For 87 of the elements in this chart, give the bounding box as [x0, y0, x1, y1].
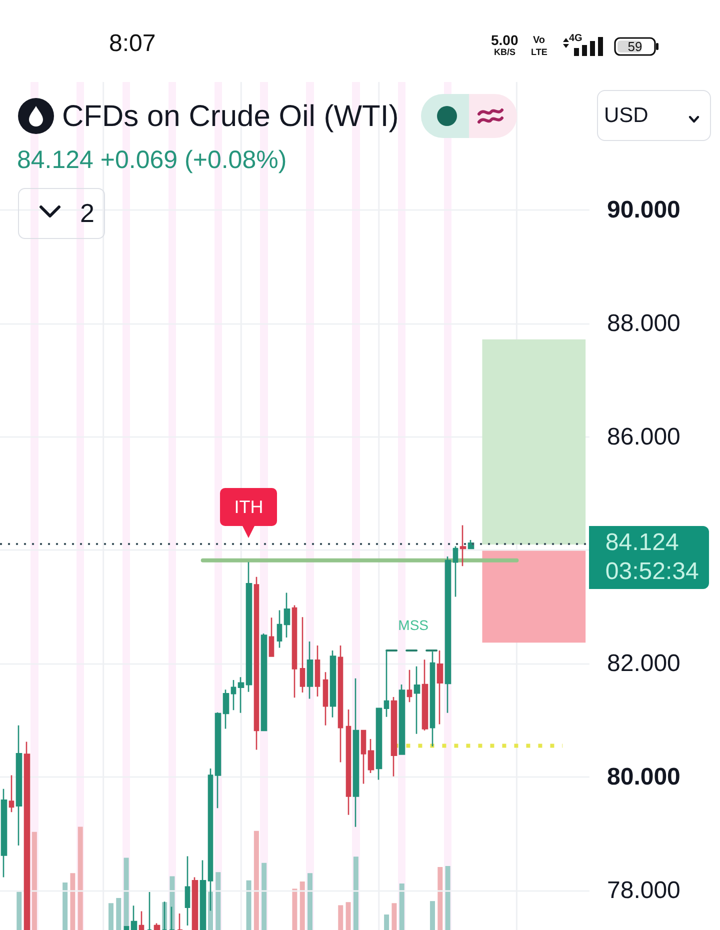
candlestick — [376, 707, 382, 780]
text: 03:52:34 — [605, 558, 699, 586]
candlestick — [184, 856, 190, 926]
candlestick — [24, 741, 30, 930]
candlestick — [414, 666, 420, 735]
candlestick — [254, 576, 260, 750]
candlestick — [268, 617, 274, 658]
bar — [78, 826, 83, 930]
candlestick — [200, 860, 206, 930]
bar — [346, 902, 351, 930]
candlestick — [422, 658, 428, 732]
candlestick — [306, 640, 314, 700]
candlestick — [260, 632, 268, 732]
candlestick — [16, 724, 22, 846]
candlestick — [430, 651, 436, 747]
y-tick-label: 88.000 — [607, 310, 680, 337]
bar — [70, 873, 76, 930]
text: USD — [604, 104, 648, 128]
bar — [399, 884, 404, 930]
text: 59 — [628, 39, 642, 54]
candlestick — [352, 678, 360, 828]
candlestick — [130, 904, 138, 930]
bar — [384, 914, 390, 930]
y-tick-label: 80.000 — [607, 763, 680, 790]
bar — [392, 903, 397, 930]
bar — [32, 832, 37, 930]
candlestick — [276, 610, 282, 648]
candlestick — [322, 671, 328, 726]
candlestick — [238, 676, 244, 714]
candlestick — [398, 684, 406, 756]
bar — [353, 856, 358, 930]
bar — [300, 881, 305, 930]
candlestick — [0, 788, 8, 878]
ref-line-label: 84.124 — [605, 529, 679, 558]
candlestick — [444, 556, 452, 714]
bar — [262, 862, 267, 930]
bar — [445, 866, 450, 930]
candlestick — [8, 774, 14, 813]
bar — [216, 872, 221, 930]
candlestick — [284, 592, 290, 638]
candlestick — [246, 561, 252, 693]
candlestick — [368, 738, 374, 774]
bar — [254, 830, 259, 930]
bar — [16, 892, 22, 930]
text: 84.124 +0.069 (+0.08%) — [17, 145, 287, 175]
candlestick — [406, 669, 412, 703]
candlestick — [230, 679, 236, 711]
candlestick — [124, 926, 130, 930]
bar — [116, 898, 122, 930]
bar — [246, 880, 252, 930]
candlestick — [214, 712, 222, 809]
text: 5.00 — [491, 32, 518, 48]
candlestick — [292, 604, 298, 698]
bar — [292, 888, 298, 930]
text: 4G — [569, 33, 582, 44]
candlestick — [330, 650, 336, 718]
y-tick-label: 78.000 — [607, 876, 680, 904]
bar — [108, 903, 114, 930]
candlestick — [300, 616, 306, 694]
candlestick — [384, 650, 390, 718]
candlestick — [460, 524, 466, 567]
bar — [338, 905, 344, 930]
candlestick — [390, 696, 398, 778]
bar — [430, 901, 435, 930]
y-tick-label: 82.000 — [607, 650, 680, 678]
bar — [308, 873, 313, 930]
text: KB/S — [494, 47, 516, 57]
y-tick-label: 90.000 — [607, 196, 680, 224]
text: LTE — [531, 47, 548, 57]
candlestick — [222, 689, 230, 730]
candlestick — [436, 650, 444, 725]
text: CFDs on Crude Oil (WTI) — [62, 99, 399, 135]
candlestick — [346, 708, 352, 816]
annotation: 2 — [80, 198, 94, 228]
y-tick-label: 86.000 — [607, 423, 680, 450]
candlestick — [338, 644, 344, 763]
text: Vo — [533, 35, 546, 46]
candlestick — [138, 910, 144, 930]
series-label: MSS — [398, 616, 429, 634]
bar — [438, 866, 443, 930]
candlestick — [192, 876, 198, 930]
annotation: ITH — [234, 497, 264, 518]
bar — [62, 882, 68, 930]
text: 8:07 — [109, 30, 156, 58]
candlestick — [314, 644, 320, 698]
candlestick — [452, 546, 458, 598]
candlestick — [360, 729, 366, 784]
